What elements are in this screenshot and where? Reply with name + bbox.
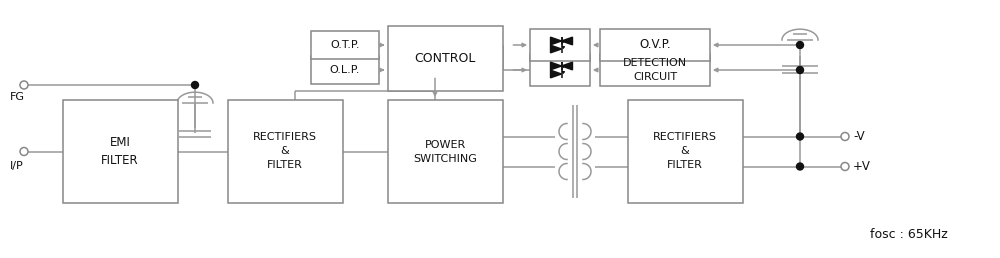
Polygon shape [550,62,562,70]
Text: DETECTION
CIRCUIT: DETECTION CIRCUIT [623,58,687,82]
Circle shape [192,82,198,88]
Circle shape [841,163,849,171]
Text: FG: FG [10,92,25,102]
Bar [388,100,503,203]
Circle shape [20,81,28,89]
Circle shape [796,133,804,140]
Bar [628,100,742,203]
Polygon shape [550,37,562,45]
Text: O.L.P.: O.L.P. [330,65,360,75]
Bar [228,100,342,203]
Circle shape [841,133,849,141]
Text: O.V.P.: O.V.P. [639,38,671,52]
Text: EMI
FILTER: EMI FILTER [101,136,139,167]
Text: RECTIFIERS
&
FILTER: RECTIFIERS & FILTER [653,133,717,171]
Text: POWER
SWITCHING: POWER SWITCHING [413,140,477,164]
Bar [600,54,710,86]
Bar [530,29,590,61]
Bar [311,56,379,84]
Bar [600,29,710,61]
Text: fosc : 65KHz: fosc : 65KHz [870,228,948,241]
Bar [311,31,379,59]
Text: CONTROL: CONTROL [414,52,476,64]
Polygon shape [562,37,572,45]
Circle shape [796,163,804,170]
Text: RECTIFIERS
&
FILTER: RECTIFIERS & FILTER [253,133,317,171]
Bar [530,54,590,86]
Polygon shape [550,45,562,53]
Text: O.T.P.: O.T.P. [330,40,360,50]
Circle shape [796,67,804,74]
Bar [388,26,503,91]
Text: +V: +V [853,160,871,173]
Text: I/P: I/P [10,160,24,171]
Text: -V: -V [853,130,865,143]
Circle shape [20,148,28,156]
Bar [62,100,178,203]
Circle shape [796,42,804,49]
Polygon shape [550,70,562,78]
Polygon shape [562,62,572,70]
